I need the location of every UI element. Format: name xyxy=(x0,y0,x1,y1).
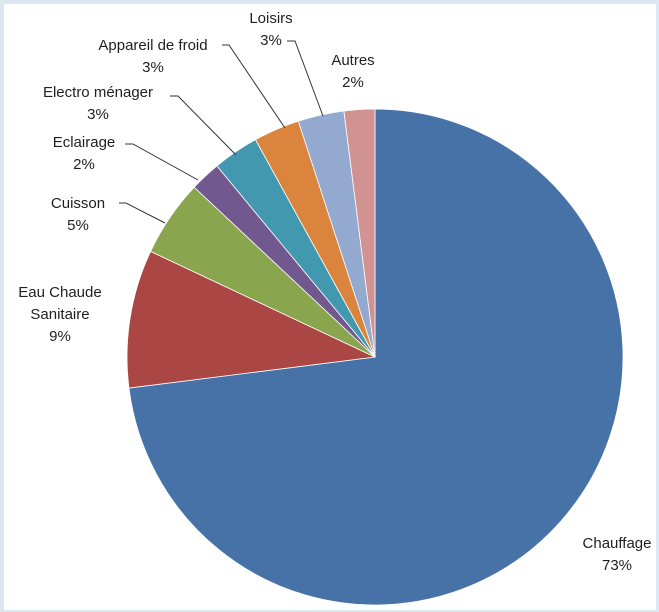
slice-label-electro-menager: Electro ménager 3% xyxy=(43,84,153,123)
slice-name: Sanitaire xyxy=(30,306,89,323)
leader-line-loisirs xyxy=(287,40,324,117)
leader-line-electro-menager xyxy=(170,95,237,156)
slice-name: Eclairage xyxy=(53,134,116,151)
pie-slice-eau-chaude-sanitaire xyxy=(126,250,377,389)
pie-slice-chauffage xyxy=(128,108,624,606)
slice-percent: 2% xyxy=(73,156,95,173)
slice-percent: 3% xyxy=(260,32,282,49)
slice-name: Loisirs xyxy=(249,10,292,27)
slice-name: Electro ménager xyxy=(43,84,153,101)
leader-line-eclairage xyxy=(125,143,199,181)
slice-name: Cuisson xyxy=(51,195,105,212)
slice-percent: 3% xyxy=(142,59,164,76)
slice-label-loisirs: Loisirs 3% xyxy=(249,10,292,49)
slice-name: Eau Chaude xyxy=(18,284,101,301)
slice-name: Appareil de froid xyxy=(98,37,207,54)
pie-slices xyxy=(126,108,624,606)
slice-label-appareil-de-froid: Appareil de froid 3% xyxy=(98,37,207,76)
slice-label-cuisson: Cuisson 5% xyxy=(51,195,105,234)
slice-label-eclairage: Eclairage 2% xyxy=(53,134,116,173)
slice-percent: 3% xyxy=(87,106,109,123)
slice-name: Chauffage xyxy=(583,535,652,552)
slice-percent: 9% xyxy=(49,328,71,345)
slice-percent: 73% xyxy=(602,557,632,574)
slice-label-eau-chaude-sanitaire: Eau Chaude Sanitaire 9% xyxy=(18,284,101,345)
leader-line-cuisson xyxy=(119,202,166,224)
slice-label-chauffage: Chauffage 73% xyxy=(583,535,652,574)
slice-percent: 2% xyxy=(342,74,364,91)
slice-name: Autres xyxy=(331,52,374,69)
leader-line-appareil-de-froid xyxy=(222,44,286,129)
slice-percent: 5% xyxy=(67,217,89,234)
slice-label-autres: Autres 2% xyxy=(331,52,374,91)
pie-slice-autres xyxy=(343,108,376,358)
leader-lines xyxy=(119,40,324,224)
slice-labels: Chauffage 73% Eau Chaude Sanitaire 9% Cuisson… xyxy=(18,10,651,574)
